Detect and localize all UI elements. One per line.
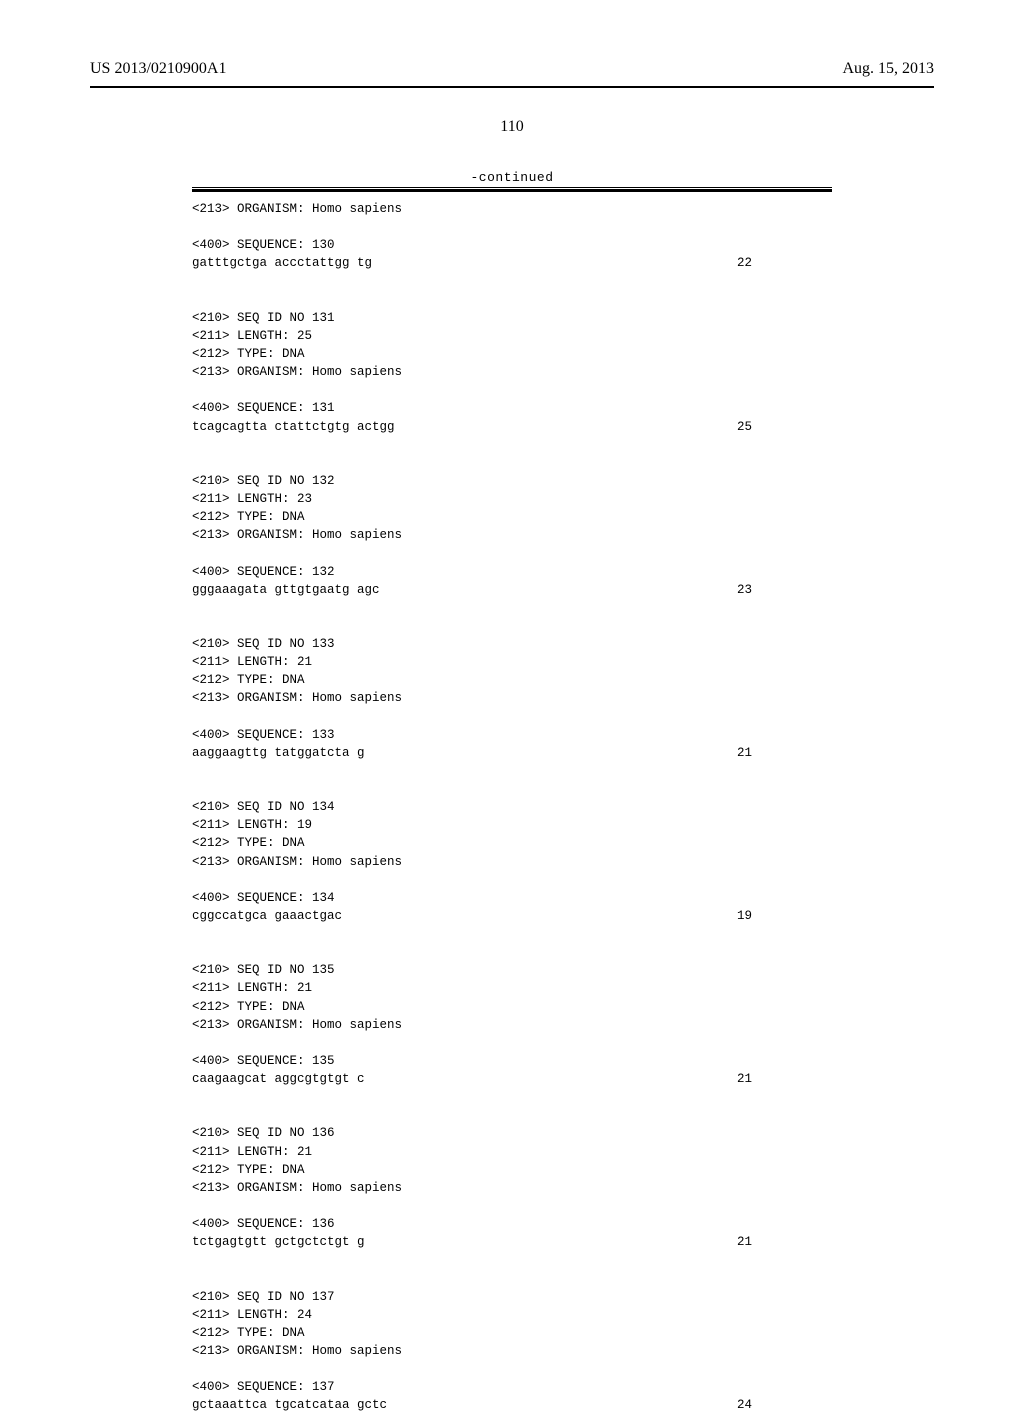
sequence-text: gatttgctga accctattgg tg	[192, 254, 372, 272]
sequence-text: tctgagtgtt gctgctctgt g	[192, 1233, 365, 1251]
block-gap	[192, 436, 832, 472]
sequence-length: 23	[737, 581, 752, 599]
sequence-length: 21	[737, 1070, 752, 1088]
sequence-length: 19	[737, 907, 752, 925]
sequence-block: <210> SEQ ID NO 132 <211> LENGTH: 23 <21…	[192, 472, 832, 581]
sequence-row: cggccatgca gaaactgac 19	[192, 907, 752, 925]
sequence-row: caagaagcat aggcgtgtgt c 21	[192, 1070, 752, 1088]
block-gap	[192, 1251, 832, 1287]
block-gap	[192, 273, 832, 309]
sequence-text: aaggaagttg tatggatcta g	[192, 744, 365, 762]
sequence-block: <210> SEQ ID NO 135 <211> LENGTH: 21 <21…	[192, 961, 832, 1070]
sequence-text: tcagcagtta ctattctgtg actgg	[192, 418, 395, 436]
block-gap	[192, 762, 832, 798]
continued-label: -continued	[192, 170, 832, 185]
sequence-block: <210> SEQ ID NO 137 <211> LENGTH: 24 <21…	[192, 1288, 832, 1397]
sequence-block: <210> SEQ ID NO 134 <211> LENGTH: 19 <21…	[192, 798, 832, 907]
page-container: US 2013/0210900A1 Aug. 15, 2013 110 -con…	[0, 0, 1024, 1320]
continued-wrap: -continued	[192, 170, 832, 192]
sequence-length: 24	[737, 1396, 752, 1414]
sequence-length: 21	[737, 1233, 752, 1251]
sequence-length: 25	[737, 418, 752, 436]
sequence-text: gggaaagata gttgtgaatg agc	[192, 581, 380, 599]
sequence-row: aaggaagttg tatggatcta g 21	[192, 744, 752, 762]
sequence-row: gatttgctga accctattgg tg 22	[192, 254, 752, 272]
sequence-block: <210> SEQ ID NO 136 <211> LENGTH: 21 <21…	[192, 1124, 832, 1233]
sequence-row: tctgagtgtt gctgctctgt g 21	[192, 1233, 752, 1251]
page-number: 110	[90, 118, 934, 136]
sequence-listing: <213> ORGANISM: Homo sapiens <400> SEQUE…	[192, 200, 832, 1414]
sequence-row: gctaaattca tgcatcataa gctc 24	[192, 1396, 752, 1414]
rule-thick	[192, 189, 832, 192]
block-gap	[192, 925, 832, 961]
sequence-block: <210> SEQ ID NO 133 <211> LENGTH: 21 <21…	[192, 635, 832, 744]
sequence-length: 22	[737, 254, 752, 272]
sequence-row: gggaaagata gttgtgaatg agc 23	[192, 581, 752, 599]
sequence-length: 21	[737, 744, 752, 762]
sequence-block: <213> ORGANISM: Homo sapiens <400> SEQUE…	[192, 200, 832, 254]
block-gap	[192, 599, 832, 635]
sequence-block: <210> SEQ ID NO 131 <211> LENGTH: 25 <21…	[192, 309, 832, 418]
sequence-text: cggccatgca gaaactgac	[192, 907, 342, 925]
page-header: US 2013/0210900A1 Aug. 15, 2013	[90, 60, 934, 78]
publication-number: US 2013/0210900A1	[90, 60, 226, 78]
sequence-text: caagaagcat aggcgtgtgt c	[192, 1070, 365, 1088]
sequence-row: tcagcagtta ctattctgtg actgg 25	[192, 418, 752, 436]
block-gap	[192, 1088, 832, 1124]
header-rule	[90, 86, 934, 88]
sequence-text: gctaaattca tgcatcataa gctc	[192, 1396, 387, 1414]
publication-date: Aug. 15, 2013	[842, 60, 934, 78]
rule-thin	[192, 187, 832, 188]
